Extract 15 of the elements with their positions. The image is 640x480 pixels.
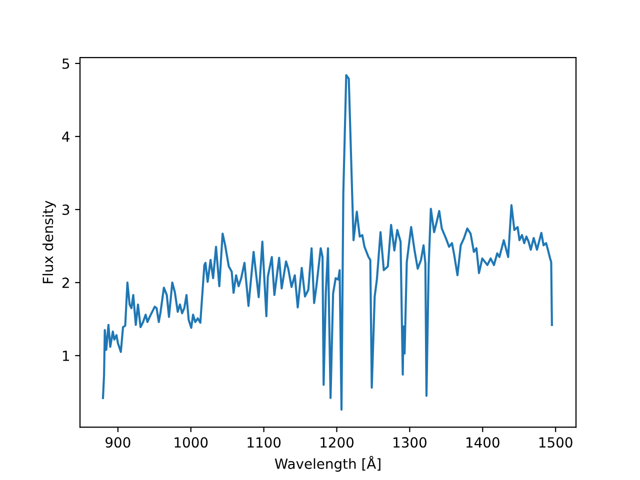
x-tick-label: 900: [106, 437, 130, 448]
y-tick-label: 2: [62, 278, 69, 288]
y-tick-label: 5: [62, 58, 70, 69]
x-axis-title: Wavelength [Å]: [274, 456, 380, 472]
x-tick-label: 1500: [539, 437, 572, 448]
x-tick-label: 1000: [174, 437, 208, 448]
y-axis-title: Flux density: [42, 200, 56, 284]
x-tick-label: 1400: [466, 437, 500, 448]
y-tick-label: 3: [62, 204, 70, 216]
x-tick-label: 1200: [320, 437, 354, 448]
line-series: [102, 74, 553, 411]
x-tick-label: 1300: [394, 437, 426, 448]
y-tick-label: 1: [62, 350, 69, 361]
y-tick-label: 4: [62, 132, 70, 142]
x-tick-label: 1100: [248, 437, 281, 448]
